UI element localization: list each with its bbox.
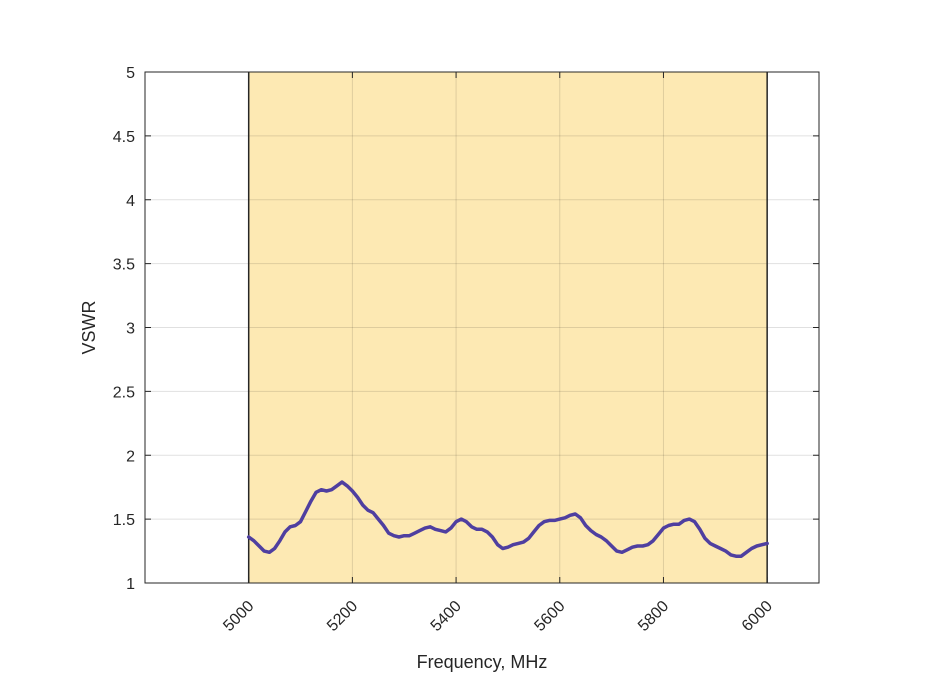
y-tick-label: 3 bbox=[126, 321, 135, 338]
y-tick-label: 1 bbox=[126, 576, 135, 593]
y-tick-label: 4.5 bbox=[113, 129, 135, 146]
vswr-series-line bbox=[246, 480, 769, 558]
y-tick-label: 3.5 bbox=[113, 257, 135, 274]
x-axis-title: Frequency, MHz bbox=[417, 652, 548, 672]
y-tick-label: 5 bbox=[126, 65, 135, 82]
y-axis-title: VSWR bbox=[79, 300, 99, 354]
operating-band bbox=[248, 72, 768, 583]
y-tick-label: 1.5 bbox=[113, 512, 135, 529]
y-tick-label: 4 bbox=[126, 193, 135, 210]
y-tick-label: 2.5 bbox=[113, 384, 135, 401]
y-axis-ticks: 1 1.5 2 2.5 3 3.5 4 4.5 5 bbox=[113, 65, 819, 593]
y-tick-label: 2 bbox=[126, 448, 135, 465]
